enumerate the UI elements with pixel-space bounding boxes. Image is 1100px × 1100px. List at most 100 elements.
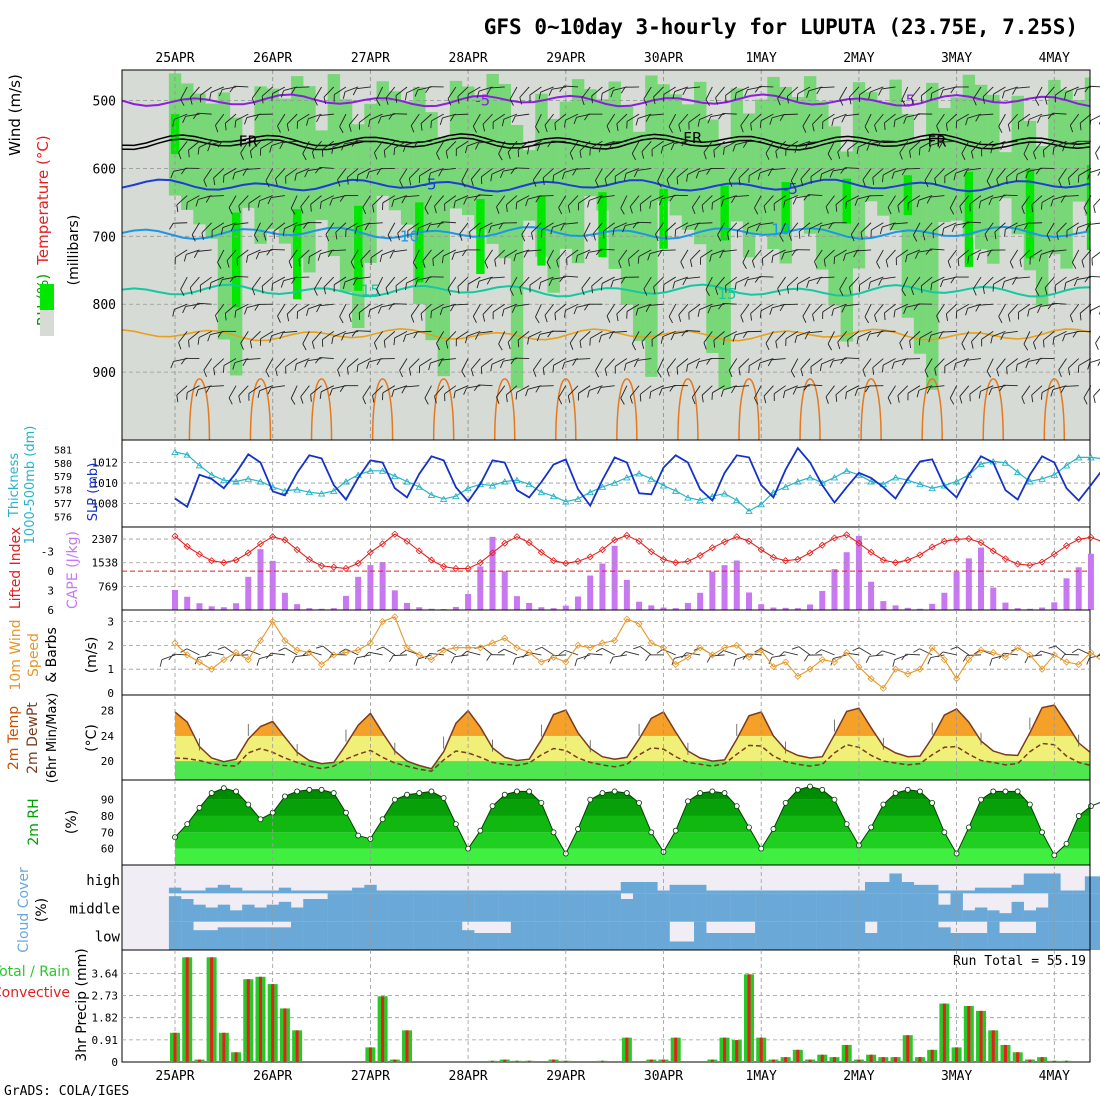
wind-barb (445, 140, 457, 159)
wind-barb-staff (687, 358, 701, 366)
cape-bar (428, 608, 435, 610)
wind-barb-feather (337, 369, 341, 377)
wind-barb-feather (672, 281, 676, 289)
wind-barb (532, 168, 542, 187)
wind-barb (395, 276, 408, 293)
wind-barb-feather (775, 341, 778, 349)
cloud-low-bar (1023, 933, 1037, 950)
wind-barb-staff (283, 330, 298, 334)
wind-barb-feather (382, 202, 384, 211)
wind-barb-feather (504, 257, 506, 265)
rh-marker (514, 788, 520, 795)
cloud-low-bar (767, 921, 780, 950)
wind-barb-feather (631, 153, 636, 161)
cloud-middle-bar (620, 899, 634, 922)
wind-barb (595, 168, 603, 188)
wind-barb (1069, 113, 1080, 133)
wind-barb-staff (943, 222, 957, 229)
wind-barb-feather (1062, 334, 1066, 342)
wind-barb-staff (737, 222, 750, 231)
rh-column (266, 88, 279, 230)
wind10m-barb (901, 653, 920, 661)
wind-barb (388, 303, 408, 310)
wind-barb-feather (447, 98, 452, 106)
wind-speed-marker (415, 651, 423, 659)
wind-barb-feather (300, 206, 304, 214)
rh-saturated (415, 202, 424, 283)
wind-barb (362, 385, 371, 405)
cloud-middle-bar (1072, 893, 1086, 922)
wind-barb (399, 358, 408, 378)
wind-barb-feather (998, 316, 1003, 324)
wind-barb (736, 222, 750, 238)
wind10m-barb-feather (512, 657, 516, 665)
wind-barb (1047, 302, 1067, 310)
wind-barb-feather (513, 254, 517, 262)
cloud-low-bar (901, 921, 915, 950)
cloud-high-bar (962, 890, 976, 894)
wind-barb (232, 358, 249, 370)
wind10m-barb-feather (1096, 651, 1100, 658)
wind-barb (1087, 168, 1100, 180)
wind-barb-staff (250, 140, 261, 152)
wind-barb (810, 358, 823, 374)
wind-barb-staff (436, 141, 445, 154)
cloud-middle-bar (730, 893, 744, 922)
wind-barb-staff (784, 385, 799, 392)
wind-barb (633, 167, 652, 178)
wind-barb (370, 249, 383, 265)
wind-barb (841, 113, 859, 123)
wind-barb-feather (769, 307, 773, 315)
wind-barb-staff (503, 303, 518, 310)
wind-barb (800, 168, 811, 187)
thickness-marker (317, 490, 326, 497)
wind-barb-feather (228, 397, 233, 405)
wind-barb-feather (782, 390, 786, 399)
wind-barb-feather (651, 149, 653, 157)
wind-barb-staff (839, 276, 848, 290)
wind-barb-feather (734, 92, 737, 100)
wind-barb-feather (482, 124, 486, 132)
wind-barb-feather (538, 282, 542, 290)
wind-barb-feather (763, 205, 767, 214)
wind-barb (1095, 141, 1100, 160)
wind-barb (238, 385, 249, 404)
cloud-high-bar (242, 890, 255, 894)
wind-barb-feather (756, 224, 760, 232)
wind-barb-staff (1040, 249, 1055, 255)
wind-barb-staff (637, 358, 652, 361)
wind-barb-staff (491, 358, 505, 365)
wind-barb-feather (666, 179, 670, 187)
wind-barb-feather (598, 335, 602, 343)
precip-conv-bar (649, 1059, 653, 1062)
wind-barb-staff (887, 195, 896, 208)
lifted-marker (476, 559, 484, 567)
wind-barb (226, 249, 237, 268)
wind-barb-feather (224, 123, 227, 131)
wind10m-barb-feather (574, 659, 578, 667)
wind-barb-staff (374, 331, 383, 343)
wind-barb-staff (912, 222, 921, 236)
cape-bar (269, 560, 276, 610)
wind-barb-feather (939, 89, 944, 98)
wind-barb (319, 195, 334, 209)
wind-barb-staff (616, 113, 628, 125)
wind-barb-staff (827, 331, 835, 345)
wind10m-barb-feather (291, 656, 296, 664)
wind10m-barb-feather (1086, 657, 1090, 665)
wind-barb (517, 140, 530, 158)
wind10m-barb (512, 654, 530, 665)
wind-barb-feather (907, 203, 909, 211)
wind-barb-staff (589, 195, 603, 201)
wind-barb-feather (812, 314, 815, 322)
cloud-high-bar (229, 887, 243, 894)
wind-barb-feather (840, 357, 846, 364)
wind-barb (750, 113, 762, 131)
wind-barb (723, 330, 737, 345)
wind-barb (884, 113, 896, 130)
thickness-marker (305, 488, 314, 496)
wind-barb (505, 195, 518, 212)
wind10m-barb-staff (930, 654, 945, 658)
wind-barb-feather (684, 226, 688, 234)
wind-barb (746, 222, 762, 235)
